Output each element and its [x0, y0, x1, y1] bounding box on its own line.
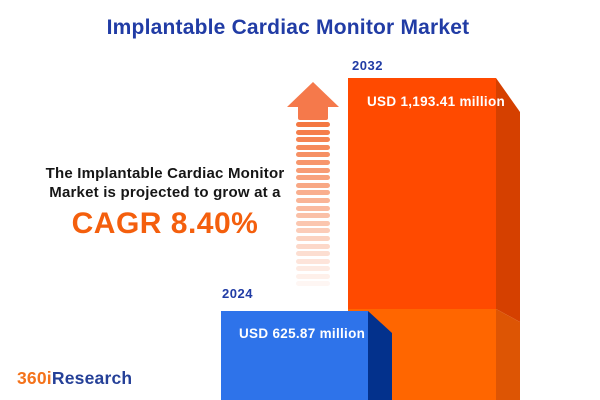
arrow-stripe — [296, 129, 330, 135]
arrow-stripe — [296, 258, 330, 264]
category-label-2032: 2032 — [352, 58, 383, 73]
bar-2024-side — [368, 311, 392, 400]
bar-2024-front — [221, 311, 368, 400]
arrow-stripe — [296, 197, 330, 203]
logo-prefix: 360i — [17, 368, 52, 388]
arrow-stripe — [296, 213, 330, 219]
arrow-stripe — [296, 273, 330, 279]
arrow-stripe — [296, 243, 330, 249]
growth-arrow-icon — [287, 82, 339, 289]
value-label-2024: USD 625.87 million — [239, 326, 366, 341]
arrow-stripe — [296, 205, 330, 211]
arrow-stripe — [296, 122, 330, 127]
arrow-stripe — [296, 281, 330, 287]
arrow-stripe — [296, 175, 330, 181]
bar-2032-side-upper — [496, 78, 520, 322]
value-label-2032: USD 1,193.41 million — [367, 94, 506, 109]
arrow-stripe — [296, 182, 330, 188]
arrow-stripes — [296, 122, 330, 287]
logo-suffix: Research — [51, 368, 133, 388]
arrow-head-icon — [287, 82, 339, 107]
cagr-value: CAGR 8.40% — [71, 207, 259, 240]
bar-2032-front-upper — [348, 78, 496, 309]
arrow-stripe — [296, 235, 330, 241]
category-label-2024: 2024 — [222, 286, 253, 301]
arrow-stripe — [296, 190, 330, 196]
arrow-stripe — [296, 220, 330, 226]
bar-2032-side-lower — [496, 309, 520, 400]
arrow-stripe — [296, 144, 330, 150]
arrow-stem — [298, 107, 328, 120]
annotation-line-2: Market is projected to grow at a — [49, 184, 281, 201]
arrow-stripe — [296, 159, 330, 165]
arrow-stripe — [296, 137, 330, 143]
brand-logo: 360iResearch — [17, 368, 132, 389]
arrow-stripe — [296, 152, 330, 158]
annotation-line-1: The Implantable Cardiac Monitor — [45, 165, 285, 182]
annotation-block: The Implantable Cardiac Monitor Market i… — [25, 164, 305, 241]
arrow-stripe — [296, 167, 330, 173]
arrow-stripe — [296, 251, 330, 257]
arrow-stripe — [296, 228, 330, 234]
page-title: Implantable Cardiac Monitor Market — [106, 16, 470, 39]
arrow-stripe — [296, 266, 330, 272]
